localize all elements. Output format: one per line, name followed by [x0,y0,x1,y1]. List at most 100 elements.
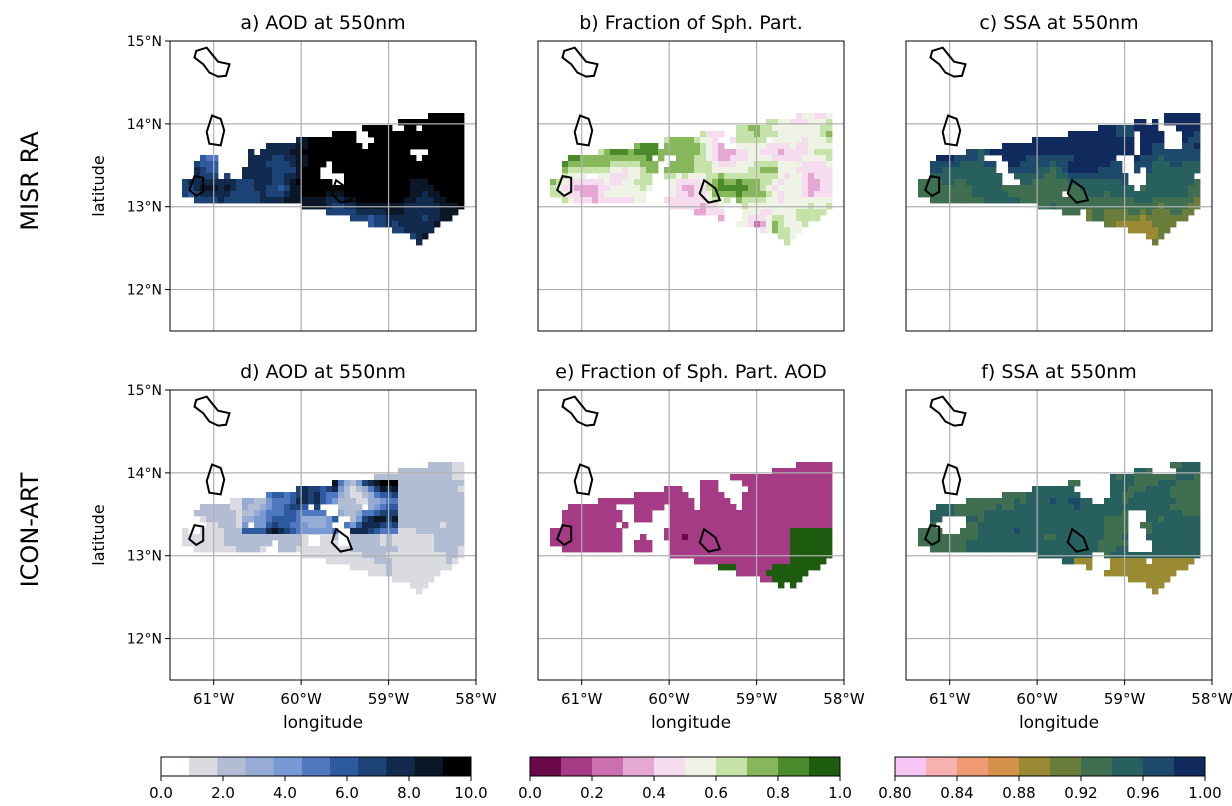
heatmap-cell [790,131,797,138]
heatmap-cell [1146,131,1153,138]
heatmap-cell [616,185,623,192]
heatmap-cell [1164,113,1171,120]
heatmap-cell [766,564,773,571]
heatmap-cell [1128,474,1135,481]
heatmap-cell [1086,546,1093,553]
heatmap-cell [326,143,333,150]
heatmap-cell [368,522,375,529]
heatmap-cell [966,546,973,553]
colorbar-bin [530,757,562,776]
heatmap-cell [248,504,255,511]
heatmap-cell [1110,510,1117,517]
heatmap-cell [374,191,381,198]
heatmap-cell [452,474,459,481]
heatmap-cell [392,564,399,571]
heatmap-cell [766,498,773,505]
heatmap-cell [796,227,803,234]
heatmap-cell [392,546,399,553]
heatmap-cell [392,534,399,541]
heatmap-cell [380,143,387,150]
heatmap-cell [1110,498,1117,505]
heatmap-cell [778,221,785,228]
heatmap-cell [446,179,453,186]
heatmap-cell [1032,492,1039,499]
heatmap-cell [808,179,815,186]
heatmap-cell [428,185,435,192]
heatmap-cell [748,534,755,541]
heatmap-cell [1152,143,1159,150]
heatmap-cell [416,498,423,505]
heatmap-cell [790,173,797,180]
heatmap-cell [1008,143,1015,150]
heatmap-cell [1122,221,1129,228]
heatmap-cell [1176,486,1183,493]
heatmap-cell [212,173,219,180]
heatmap-cell [206,522,213,529]
heatmap-cell [326,546,333,553]
heatmap-cell [1188,474,1195,481]
heatmap-cell [966,161,973,168]
heatmap-cell [284,155,291,162]
heatmap-cell [254,179,261,186]
heatmap-cell [392,179,399,186]
heatmap-cell [1188,191,1195,198]
heatmap-cell [954,161,961,168]
heatmap-cell [242,540,249,547]
heatmap-cell [380,570,387,577]
heatmap-cell [1164,221,1171,228]
row-label: MISR RA [16,131,44,231]
heatmap-cell [808,155,815,162]
heatmap-cell [380,191,387,198]
heatmap-cell [1026,161,1033,168]
heatmap-cell [386,498,393,505]
heatmap-cell [278,498,285,505]
heatmap-cell [332,480,339,487]
heatmap-cell [446,149,453,156]
colorbar-tick-label: 8.0 [397,784,421,802]
heatmap-cell [434,119,441,126]
heatmap-cell [694,137,701,144]
heatmap-cell [392,570,399,577]
heatmap-cell [766,197,773,204]
heatmap-cell [724,155,731,162]
heatmap-cell [706,522,713,529]
heatmap-cell [700,155,707,162]
heatmap-cell [404,474,411,481]
heatmap-cell [404,179,411,186]
heatmap-cell [362,498,369,505]
heatmap-cell [634,173,641,180]
heatmap-cell [1092,173,1099,180]
heatmap-cell [374,480,381,487]
heatmap-cell [580,167,587,174]
heatmap-cell [790,468,797,475]
heatmap-cell [760,492,767,499]
heatmap-cell [434,131,441,138]
heatmap-cell [742,504,749,511]
heatmap-cell [784,468,791,475]
heatmap-cell [1188,209,1195,216]
heatmap-cell [1110,173,1117,180]
heatmap-cell [1158,504,1165,511]
heatmap-cell [362,534,369,541]
heatmap-cell [1044,498,1051,505]
heatmap-cell [1092,504,1099,511]
heatmap-cell [1062,167,1069,174]
heatmap-cell [290,540,297,547]
heatmap-cell [266,504,273,511]
heatmap-cell [1158,227,1165,234]
heatmap-cell [610,161,617,168]
heatmap-cell [422,576,429,583]
heatmap-cell [278,528,285,535]
heatmap-cell [1176,197,1183,204]
heatmap-cell [1182,191,1189,198]
heatmap-cell [434,516,441,523]
heatmap-cell [1038,516,1045,523]
heatmap-cell [368,510,375,517]
heatmap-cell [242,516,249,523]
heatmap-cell [1164,474,1171,481]
heatmap-cell [1044,167,1051,174]
heatmap-cell [694,516,701,523]
heatmap-cell [634,504,641,511]
heatmap-cell [930,510,937,517]
heatmap-cell [622,173,629,180]
